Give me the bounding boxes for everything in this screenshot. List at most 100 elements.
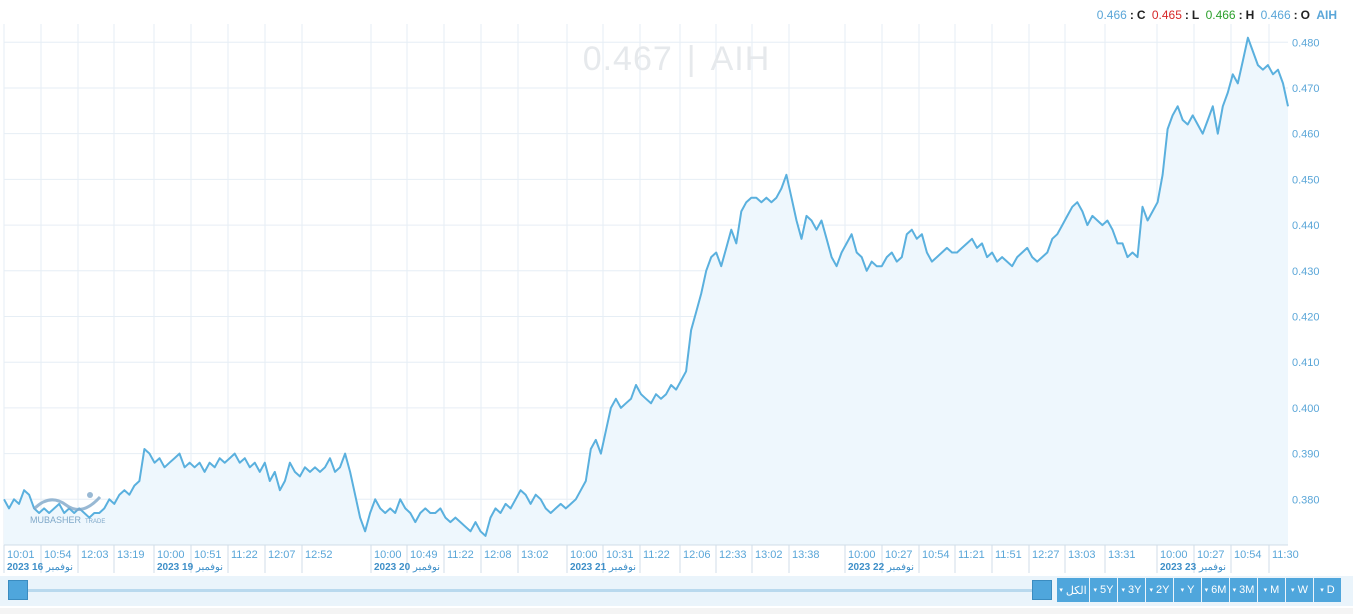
x-tick-label: 13:02 [521, 549, 549, 561]
low-label: L [1191, 8, 1200, 22]
x-axis-band [4, 545, 1288, 576]
range-button[interactable]: ▾ 3Y [1118, 578, 1145, 602]
range-button[interactable]: ▾ 6M [1202, 578, 1229, 602]
x-day-label: 2023 23 نوفمبر [1160, 562, 1226, 573]
range-button-label: 3Y [1128, 584, 1142, 596]
ohlc-sep: : [1184, 8, 1189, 22]
x-day-label: 2023 16 نوفمبر [7, 562, 73, 573]
range-button-label: Y [1187, 584, 1195, 596]
x-day-label-month: نوفمبر [45, 562, 73, 573]
x-tick-label: 10:00 [157, 549, 185, 561]
caret-down-icon: ▾ [1059, 587, 1063, 594]
x-day-label-month: نوفمبر [608, 562, 636, 573]
caret-down-icon: ▾ [1204, 587, 1209, 594]
y-tick-label: 0.450 [1292, 174, 1320, 186]
x-tick-label: 12:33 [719, 549, 747, 561]
x-tick-label: 10:00 [570, 549, 598, 561]
x-tick-label: 10:49 [410, 549, 438, 561]
range-button[interactable]: ▾ 3M [1230, 578, 1257, 602]
chart-watermark: 0.467 | AIH [0, 40, 1353, 79]
y-tick-label: 0.420 [1292, 311, 1320, 323]
caret-down-icon: ▾ [1232, 587, 1237, 594]
logo-name: MUBASHER [30, 515, 82, 525]
x-day-label-date: 2023 21 [570, 562, 609, 573]
x-tick-label: 10:01 [7, 549, 35, 561]
navigator-track[interactable] [18, 589, 1040, 592]
watermark-symbol: AIH [710, 40, 771, 78]
x-day-label-month: نوفمبر [412, 562, 440, 573]
x-tick-label: 13:02 [755, 549, 783, 561]
range-button-label: 6M [1211, 584, 1227, 596]
high-label: H [1245, 8, 1255, 22]
ohlc-sep: : [1129, 8, 1134, 22]
x-day-label: 2023 20 نوفمبر [374, 562, 440, 573]
x-tick-label: 10:00 [848, 549, 876, 561]
caret-down-icon: ▾ [1180, 587, 1185, 594]
range-button-label: M [1270, 584, 1280, 596]
mubasher-logo-icon [32, 492, 102, 511]
x-day-label-date: 2023 19 [157, 562, 196, 573]
ohlc-sep: : [1238, 8, 1243, 22]
range-button-label: W [1297, 584, 1308, 596]
close-value: 0.466 [1096, 8, 1127, 22]
x-day-label: 2023 22 نوفمبر [848, 562, 914, 573]
x-tick-label: 10:31 [606, 549, 634, 561]
range-button[interactable]: ▾ W [1286, 578, 1313, 602]
range-button[interactable]: ▾ 2Y [1146, 578, 1173, 602]
watermark-price: 0.467 [582, 40, 673, 78]
x-day-label: 2023 19 نوفمبر [157, 562, 223, 573]
y-tick-label: 0.400 [1292, 403, 1320, 415]
x-day-label-date: 2023 23 [1160, 562, 1199, 573]
x-tick-label: 10:54 [1234, 549, 1262, 561]
y-tick-label: 0.380 [1292, 494, 1320, 506]
navigator-bar[interactable]: ▾ الكل ▾ 5Y ▾ 3Y ▾ 2Y ▾ Y ▾ 6M ▾ 3M ▾ M ▾ W ▾ D [0, 576, 1353, 606]
series-area [4, 37, 1288, 545]
navigator-right-handle[interactable] [1032, 580, 1052, 600]
range-buttons: ▾ الكل ▾ 5Y ▾ 3Y ▾ 2Y ▾ Y ▾ 6M ▾ 3M ▾ M ▾ W ▾ D [1057, 578, 1342, 602]
range-button-label: D [1326, 584, 1335, 596]
range-button[interactable]: ▾ M [1258, 578, 1285, 602]
mubasher-logo: MUBASHER TRADE [30, 487, 110, 525]
x-tick-label: 11:22 [643, 549, 670, 561]
x-tick-label: 10:27 [885, 549, 913, 561]
x-tick-label: 13:19 [117, 549, 145, 561]
x-day-label-date: 2023 16 [7, 562, 46, 573]
x-tick-label: 12:03 [81, 549, 109, 561]
range-button-label: الكل [1065, 584, 1087, 597]
y-tick-label: 0.460 [1292, 129, 1320, 141]
range-button[interactable]: ▾ 5Y [1090, 578, 1117, 602]
range-button-label: 3M [1239, 584, 1255, 596]
watermark-separator: | [686, 40, 697, 78]
navigator-left-handle[interactable] [8, 580, 28, 600]
open-value: 0.466 [1260, 8, 1291, 22]
range-button[interactable]: ▾ D [1314, 578, 1341, 602]
x-day-label-month: نوفمبر [1198, 562, 1226, 573]
series-line [3, 36, 1289, 537]
ohlc-readout: 0.466: C 0.465: L 0.466: H 0.466: O AIH [1094, 8, 1337, 22]
logo-text: MUBASHER TRADE [30, 515, 105, 525]
y-tick-label: 0.430 [1292, 266, 1320, 278]
x-tick-label: 12:08 [484, 549, 512, 561]
x-tick-label: 10:54 [922, 549, 950, 561]
x-tick-label: 10:00 [1160, 549, 1188, 561]
range-button[interactable]: ▾ الكل [1057, 578, 1089, 602]
caret-down-icon: ▾ [1263, 587, 1268, 594]
ohlc-sep: : [1293, 8, 1298, 22]
x-day-label-month: نوفمبر [195, 562, 223, 573]
range-button[interactable]: ▾ Y [1174, 578, 1201, 602]
y-tick-label: 0.440 [1292, 220, 1320, 232]
y-tick-label: 0.480 [1292, 37, 1320, 49]
x-tick-label: 12:07 [268, 549, 296, 561]
x-tick-label: 11:22 [447, 549, 474, 561]
x-tick-label: 10:00 [374, 549, 402, 561]
logo-sub: TRADE [85, 519, 106, 525]
x-tick-label: 12:52 [305, 549, 333, 561]
x-tick-label: 12:06 [683, 549, 711, 561]
x-tick-label: 13:31 [1108, 549, 1136, 561]
caret-down-icon: ▾ [1121, 587, 1126, 594]
x-tick-label: 11:30 [1272, 549, 1299, 561]
open-label: O [1300, 8, 1310, 22]
caret-down-icon: ▾ [1149, 587, 1154, 594]
x-day-label: 2023 21 نوفمبر [570, 562, 636, 573]
y-tick-label: 0.410 [1292, 357, 1320, 369]
